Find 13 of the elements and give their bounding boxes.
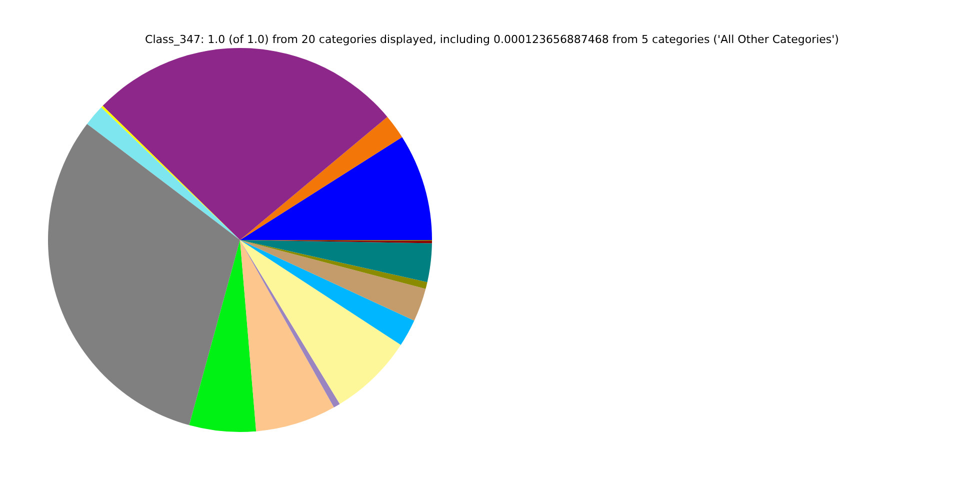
pie-slice: [240, 137, 432, 240]
pie-slice: [240, 240, 432, 282]
text: Class_347: 1.0 (of 1.0) from 20 categories displayed, including 0.000123656887468 from 5 categories ('All Other Categories'): [145, 33, 839, 46]
pie-slice: [240, 240, 428, 289]
pie-slice: [240, 240, 414, 345]
pie-slice: [240, 116, 402, 240]
pie-slice: [240, 240, 340, 408]
pie-slice: [102, 48, 388, 240]
pie-slice: [240, 240, 401, 404]
pie-slice: [189, 240, 256, 432]
pie-slice: [240, 240, 334, 432]
pie-slice: [240, 240, 426, 321]
pie-slice: [48, 124, 240, 426]
